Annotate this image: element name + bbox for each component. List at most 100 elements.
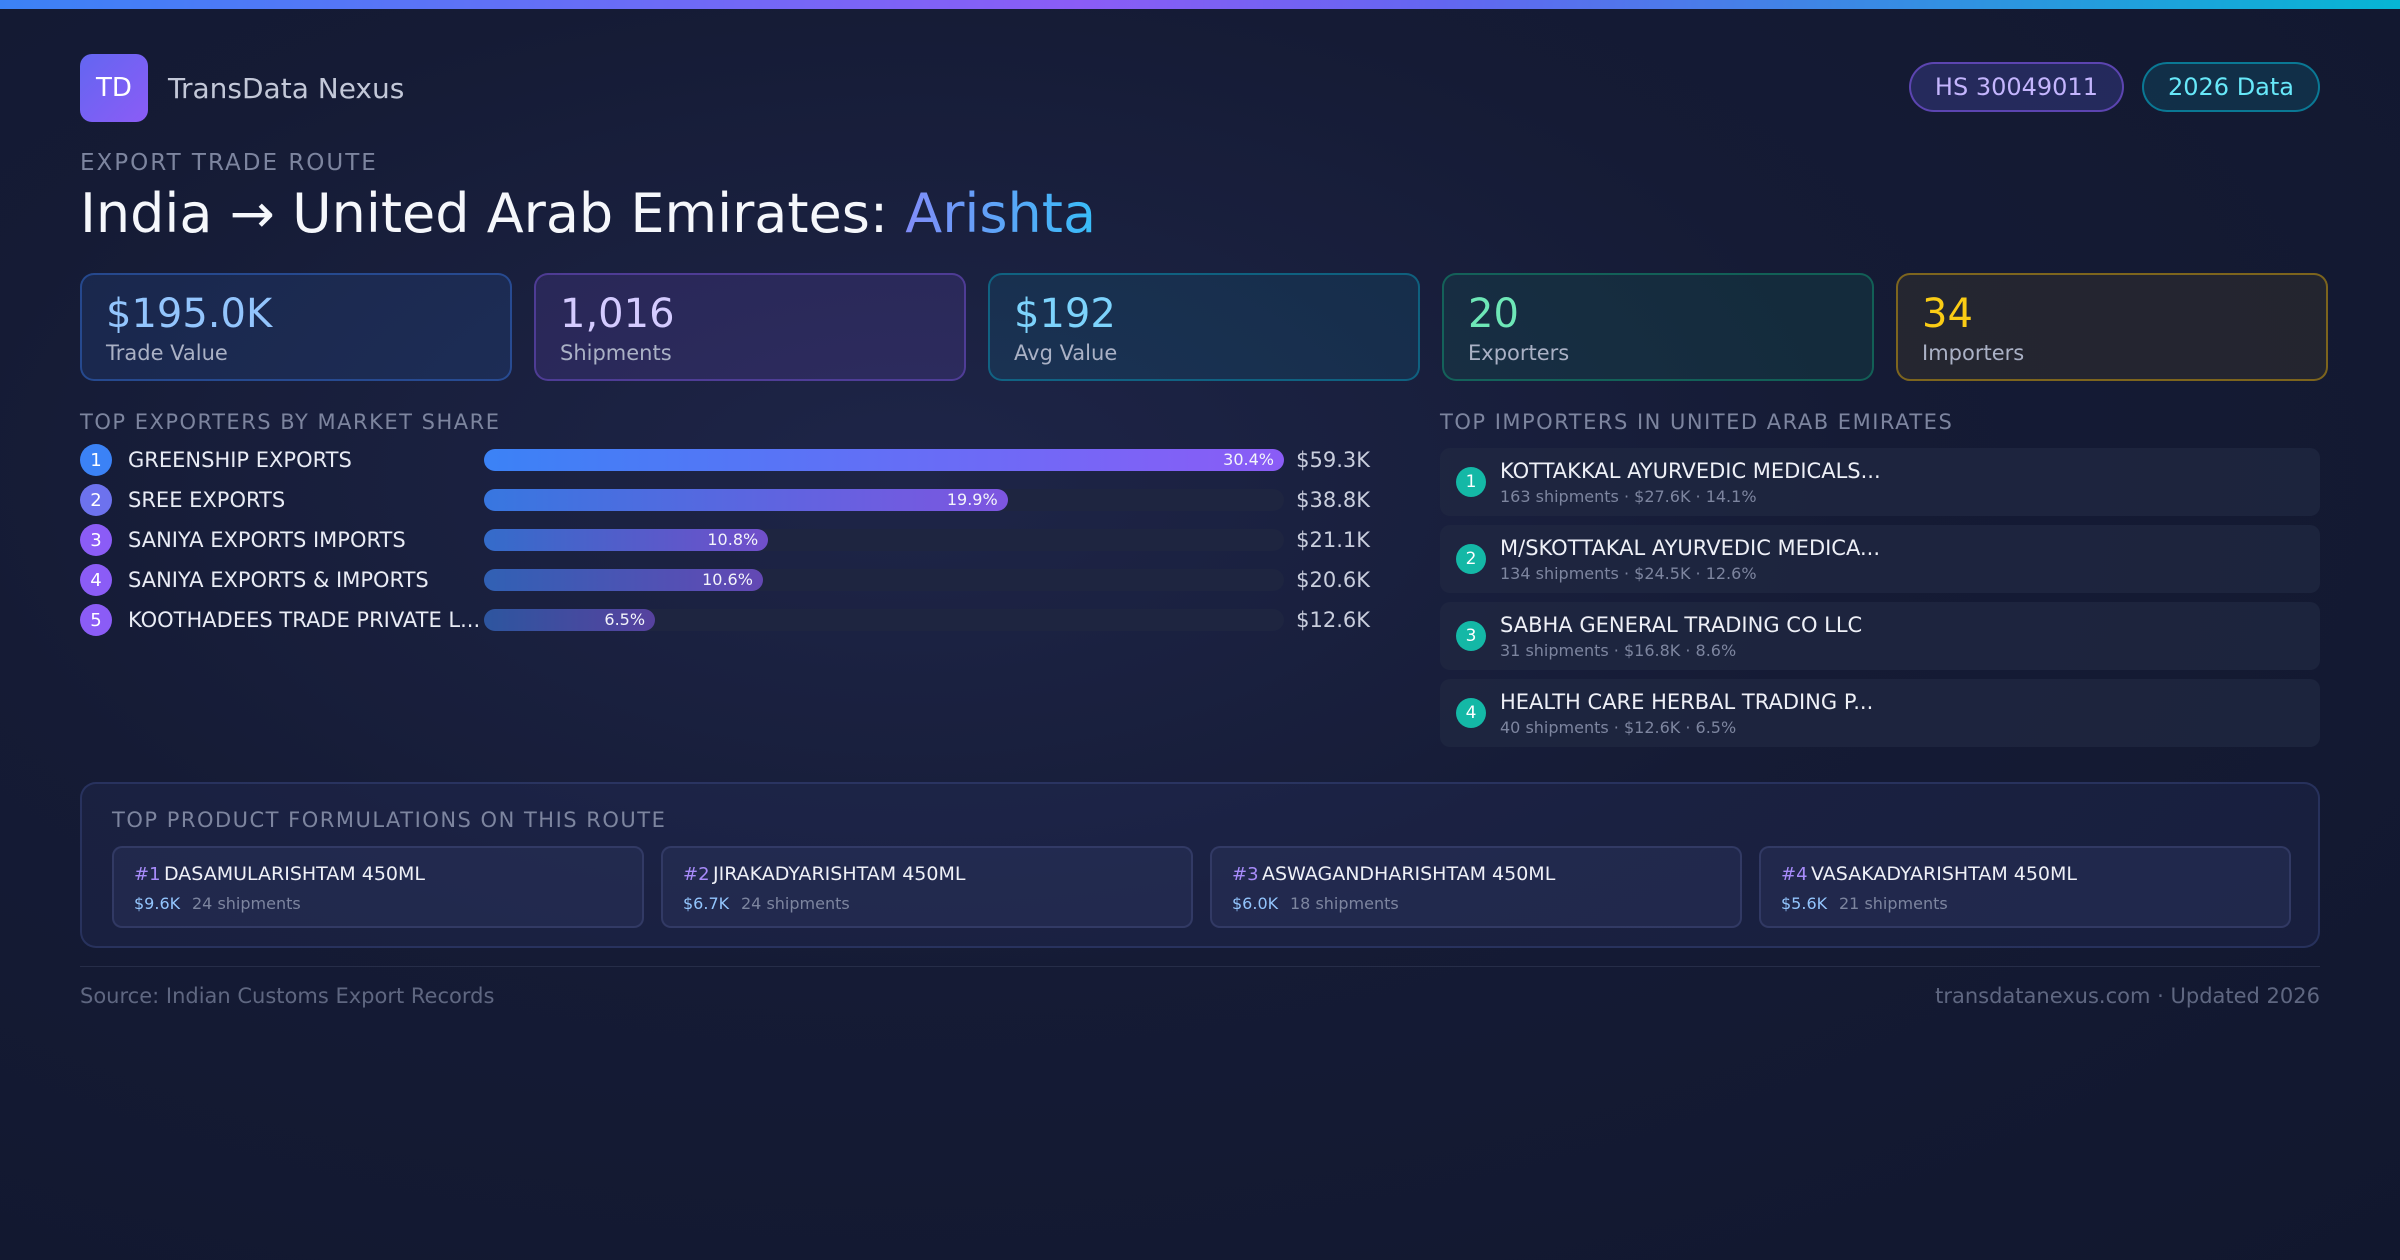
importer-rank-badge: 2 <box>1456 544 1486 574</box>
stat-label: Shipments <box>560 341 672 365</box>
share-bar-track: 6.5% <box>484 609 1284 631</box>
hs-code-badge: HS 30049011 <box>1908 62 2124 112</box>
exporter-row[interactable]: 5 KOOTHADEES TRADE PRIVATE L... 6.5% $12.6K <box>80 600 1370 640</box>
products-section-title: TOP PRODUCT FORMULATIONS ON THIS ROUTE <box>112 808 667 832</box>
exporter-value: $12.6K <box>1296 608 1370 632</box>
importer-card[interactable]: 2 M/SKOTTAKAL AYURVEDIC MEDICA... 134 ship… <box>1440 525 2320 593</box>
importer-name: KOTTAKKAL AYURVEDIC MEDICALS... <box>1500 459 1881 483</box>
share-bar-fill: 10.6% <box>484 569 763 591</box>
importer-card[interactable]: 3 SABHA GENERAL TRADING CO LLC 31 shipment… <box>1440 602 2320 670</box>
product-value: $9.6K <box>134 894 181 913</box>
share-bar-track: 30.4% <box>484 449 1284 471</box>
exporter-rank-badge: 3 <box>80 524 112 556</box>
share-bar-fill: 30.4% <box>484 449 1284 471</box>
importer-rank-badge: 1 <box>1456 467 1486 497</box>
exporter-row[interactable]: 2 SREE EXPORTS 19.9% $38.8K <box>80 480 1370 520</box>
importer-name: M/SKOTTAKAL AYURVEDIC MEDICA... <box>1500 536 1880 560</box>
exporter-row[interactable]: 3 SANIYA EXPORTS IMPORTS 10.8% $21.1K <box>80 520 1370 560</box>
share-bar-label: 30.4% <box>1223 450 1274 469</box>
stat-card-importers: 34 Importers <box>1896 273 2328 381</box>
share-bar-label: 10.6% <box>702 570 753 589</box>
stat-label: Exporters <box>1468 341 1570 365</box>
source-note: Source: Indian Customs Export Records <box>80 984 495 1008</box>
product-card[interactable]: #4 VASAKADYARISHTAM 450ML $5.6K 21 shipment… <box>1759 846 2291 928</box>
importer-meta: 31 shipments · $16.8K · 8.6% <box>1500 641 1737 660</box>
product-shipments: 24 shipments <box>192 894 301 913</box>
importers-section-title: TOP IMPORTERS IN UNITED ARAB EMIRATES <box>1440 410 1954 434</box>
stat-card-shipments: 1,016 Shipments <box>534 273 966 381</box>
importer-meta: 134 shipments · $24.5K · 12.6% <box>1500 564 1757 583</box>
product-value: $6.0K <box>1232 894 1279 913</box>
stat-card-exporters: 20 Exporters <box>1442 273 1874 381</box>
product-rank: #4 <box>1781 864 1808 885</box>
stat-value: 34 <box>1922 291 1973 337</box>
stat-value: $195.0K <box>106 291 273 337</box>
exporter-value: $59.3K <box>1296 448 1370 472</box>
product-card[interactable]: #2 JIRAKADYARISHTAM 450ML $6.7K 24 shipment… <box>661 846 1193 928</box>
stat-label: Importers <box>1922 341 2025 365</box>
exporter-row[interactable]: 4 SANIYA EXPORTS & IMPORTS 10.6% $20.6K <box>80 560 1370 600</box>
stat-value: 1,016 <box>560 291 675 337</box>
stat-cards: $195.0K Trade Value 1,016 Shipments $192… <box>80 273 2328 381</box>
product-name: VASAKADYARISHTAM 450ML <box>1811 863 2077 885</box>
header-badges: HS 30049011 2026 Data <box>1908 62 2320 112</box>
footer-divider <box>80 966 2320 967</box>
stat-card-trade-value: $195.0K Trade Value <box>80 273 512 381</box>
exporter-name: KOOTHADEES TRADE PRIVATE L... <box>128 608 481 632</box>
stat-value: 20 <box>1468 291 1519 337</box>
exporter-rank-badge: 4 <box>80 564 112 596</box>
importer-card[interactable]: 4 HEALTH CARE HERBAL TRADING P... 40 shipm… <box>1440 679 2320 747</box>
importer-meta: 40 shipments · $12.6K · 6.5% <box>1500 718 1737 737</box>
share-bar-label: 19.9% <box>946 490 998 509</box>
stat-label: Avg Value <box>1014 341 1118 365</box>
logo-icon: TD <box>80 54 148 122</box>
share-bar-label: 6.5% <box>604 610 646 629</box>
page-title: India → United Arab Emirates: Arishta <box>80 182 1096 245</box>
product-name: JIRAKADYARISHTAM 450ML <box>713 863 966 885</box>
exporter-row[interactable]: 1 GREENSHIP EXPORTS 30.4% $59.3K <box>80 440 1370 480</box>
stat-card-avg-value: $192 Avg Value <box>988 273 1420 381</box>
exporter-rank-badge: 2 <box>80 484 112 516</box>
top-accent-bar <box>0 0 2400 9</box>
share-bar-track: 10.8% <box>484 529 1284 551</box>
exporters-section-title: TOP EXPORTERS BY MARKET SHARE <box>80 410 501 434</box>
updated-note: transdatanexus.com · Updated 2026 <box>1935 984 2320 1008</box>
top-exporters-panel: TOP EXPORTERS BY MARKET SHARE 1 GREENSHIP… <box>80 410 1370 636</box>
exporter-rank-badge: 1 <box>80 444 112 476</box>
data-year-badge: 2026 Data <box>2141 62 2320 112</box>
stat-value: $192 <box>1014 291 1116 337</box>
exporter-name: SANIYA EXPORTS & IMPORTS <box>128 568 429 592</box>
product-name: ASWAGANDHARISHTAM 450ML <box>1262 863 1556 885</box>
product-rank: #2 <box>683 864 710 885</box>
page-title-route: India → United Arab Emirates: <box>80 182 906 245</box>
importer-card[interactable]: 1 KOTTAKKAL AYURVEDIC MEDICALS... 163 ship… <box>1440 448 2320 516</box>
top-products-panel: TOP PRODUCT FORMULATIONS ON THIS ROUTE #… <box>80 782 2320 948</box>
importer-rank-badge: 4 <box>1456 698 1486 728</box>
stat-label: Trade Value <box>106 341 228 365</box>
product-value: $5.6K <box>1781 894 1828 913</box>
product-value: $6.7K <box>683 894 730 913</box>
importer-name: SABHA GENERAL TRADING CO LLC <box>1500 613 1863 637</box>
product-rank: #3 <box>1232 864 1259 885</box>
product-shipments: 24 shipments <box>741 894 850 913</box>
exporter-value: $20.6K <box>1296 568 1370 592</box>
exporter-name: SREE EXPORTS <box>128 488 286 512</box>
share-bar-fill: 6.5% <box>484 609 656 631</box>
product-card[interactable]: #3 ASWAGANDHARISHTAM 450ML $6.0K 18 shipmen… <box>1210 846 1742 928</box>
product-shipments: 21 shipments <box>1839 894 1948 913</box>
brand-name: TransData Nexus <box>168 71 405 105</box>
importer-rank-badge: 3 <box>1456 621 1486 651</box>
share-bar-label: 10.8% <box>707 530 759 549</box>
importer-name: HEALTH CARE HERBAL TRADING P... <box>1500 690 1874 714</box>
product-rank: #1 <box>134 864 161 885</box>
share-bar-track: 19.9% <box>484 489 1284 511</box>
brand[interactable]: TD TransData Nexus <box>80 54 404 122</box>
route-eyebrow: EXPORT TRADE ROUTE <box>80 150 378 176</box>
exporter-value: $21.1K <box>1296 528 1370 552</box>
product-shipments: 18 shipments <box>1290 894 1399 913</box>
product-card[interactable]: #1 DASAMULARISHTAM 450ML $9.6K 24 shipments <box>112 846 644 928</box>
share-bar-fill: 10.8% <box>484 529 769 551</box>
product-name: DASAMULARISHTAM 450ML <box>164 863 425 885</box>
exporter-value: $38.8K <box>1296 488 1370 512</box>
